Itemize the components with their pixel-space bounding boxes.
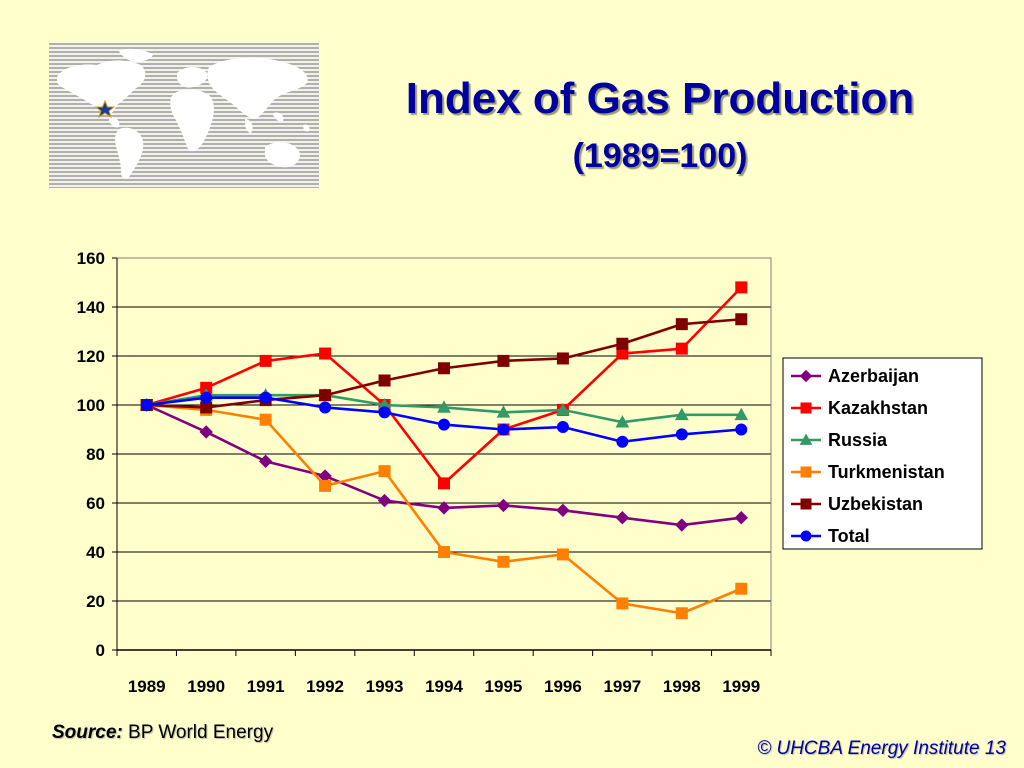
- data-point-turkmenistan: [319, 479, 332, 492]
- legend-label-uzbekistan: Uzbekistan: [828, 494, 923, 514]
- data-point-russia: [734, 407, 749, 421]
- data-point-total: [319, 401, 332, 414]
- y-tick-label: 20: [86, 592, 105, 611]
- data-point-uzbekistan: [319, 389, 332, 402]
- data-point-turkmenistan: [735, 582, 748, 595]
- data-point-russia: [437, 400, 451, 413]
- legend-marker-uzbekistan: [800, 498, 812, 510]
- y-tick-label: 140: [77, 298, 105, 317]
- x-tick-label: 1994: [425, 677, 463, 696]
- x-tick-label: 1992: [306, 677, 344, 696]
- data-point-uzbekistan: [556, 352, 569, 365]
- slide-subtitle: (1989=100): [572, 137, 748, 175]
- legend-label-kazakhstan: Kazakhstan: [828, 398, 928, 418]
- data-point-total: [556, 421, 569, 434]
- source-note: Source: BP World Energy: [52, 722, 273, 744]
- legend-marker-russia: [799, 433, 813, 445]
- x-tick-label: 1999: [722, 677, 760, 696]
- x-tick-label: 1993: [366, 677, 404, 696]
- data-point-total: [497, 423, 510, 436]
- data-point-uzbekistan: [438, 362, 450, 375]
- copyright-footer: © UHCBA Energy Institute 13: [757, 738, 1006, 759]
- legend-marker-turkmenistan: [800, 466, 812, 478]
- y-tick-label: 60: [86, 494, 105, 513]
- x-tick-label: 1998: [663, 677, 701, 696]
- x-tick-label: 1997: [603, 677, 641, 696]
- legend-marker-kazakhstan: [800, 402, 812, 414]
- x-tick-label: 1989: [128, 677, 166, 696]
- data-point-kazakhstan: [675, 342, 688, 355]
- y-tick-label: 40: [86, 543, 105, 562]
- data-point-azerbaijan: [556, 503, 570, 518]
- data-point-turkmenistan: [497, 555, 510, 568]
- legend-label-total: Total: [828, 526, 870, 546]
- data-point-azerbaijan: [675, 518, 689, 532]
- data-point-turkmenistan: [616, 597, 629, 610]
- slide-title: Index of Gas Production: [405, 74, 915, 123]
- world-map-icon: [49, 43, 319, 188]
- data-point-uzbekistan: [497, 354, 510, 367]
- data-point-kazakhstan: [438, 477, 450, 490]
- legend-label-azerbaijan: Azerbaijan: [828, 366, 919, 386]
- data-point-total: [140, 399, 153, 411]
- data-point-turkmenistan: [378, 465, 391, 478]
- data-point-azerbaijan: [377, 493, 392, 508]
- data-point-uzbekistan: [378, 374, 391, 387]
- y-tick-label: 120: [77, 347, 105, 366]
- data-point-turkmenistan: [259, 413, 272, 426]
- legend-marker-azerbaijan: [799, 369, 813, 383]
- source-label: Source:: [52, 722, 123, 743]
- x-tick-label: 1995: [485, 677, 523, 696]
- source-text: BP World Energy: [128, 722, 274, 743]
- data-point-turkmenistan: [438, 546, 450, 558]
- data-point-uzbekistan: [735, 313, 748, 326]
- y-tick-label: 80: [86, 445, 105, 464]
- data-point-total: [735, 423, 748, 436]
- data-point-kazakhstan: [735, 281, 748, 294]
- data-point-azerbaijan: [199, 425, 213, 439]
- x-tick-label: 1991: [247, 677, 285, 696]
- data-point-total: [438, 418, 450, 431]
- data-point-total: [259, 391, 272, 404]
- x-tick-label: 1996: [544, 677, 582, 696]
- data-point-russia: [674, 407, 689, 421]
- data-point-total: [378, 406, 391, 419]
- data-point-total: [200, 391, 213, 404]
- legend-marker-total: [800, 530, 812, 542]
- data-point-kazakhstan: [259, 354, 272, 367]
- data-point-azerbaijan: [258, 454, 273, 469]
- data-point-uzbekistan: [675, 318, 688, 331]
- data-point-azerbaijan: [615, 510, 630, 525]
- y-tick-label: 0: [96, 641, 105, 660]
- data-point-total: [616, 435, 629, 448]
- data-point-russia: [496, 405, 511, 418]
- data-point-kazakhstan: [319, 347, 332, 360]
- legend-label-turkmenistan: Turkmenistan: [828, 462, 945, 482]
- data-point-total: [675, 428, 688, 441]
- legend-label-russia: Russia: [828, 430, 888, 450]
- data-point-azerbaijan: [437, 501, 451, 515]
- y-tick-label: 100: [77, 396, 105, 415]
- data-point-uzbekistan: [616, 337, 629, 350]
- data-point-russia: [615, 415, 630, 428]
- data-point-turkmenistan: [556, 548, 569, 561]
- data-point-turkmenistan: [675, 607, 688, 620]
- legend: [782, 357, 983, 550]
- data-point-russia: [556, 402, 570, 416]
- data-point-azerbaijan: [734, 510, 748, 525]
- data-point-azerbaijan: [496, 498, 511, 513]
- y-tick-label: 160: [77, 249, 105, 268]
- x-tick-label: 1990: [187, 677, 225, 696]
